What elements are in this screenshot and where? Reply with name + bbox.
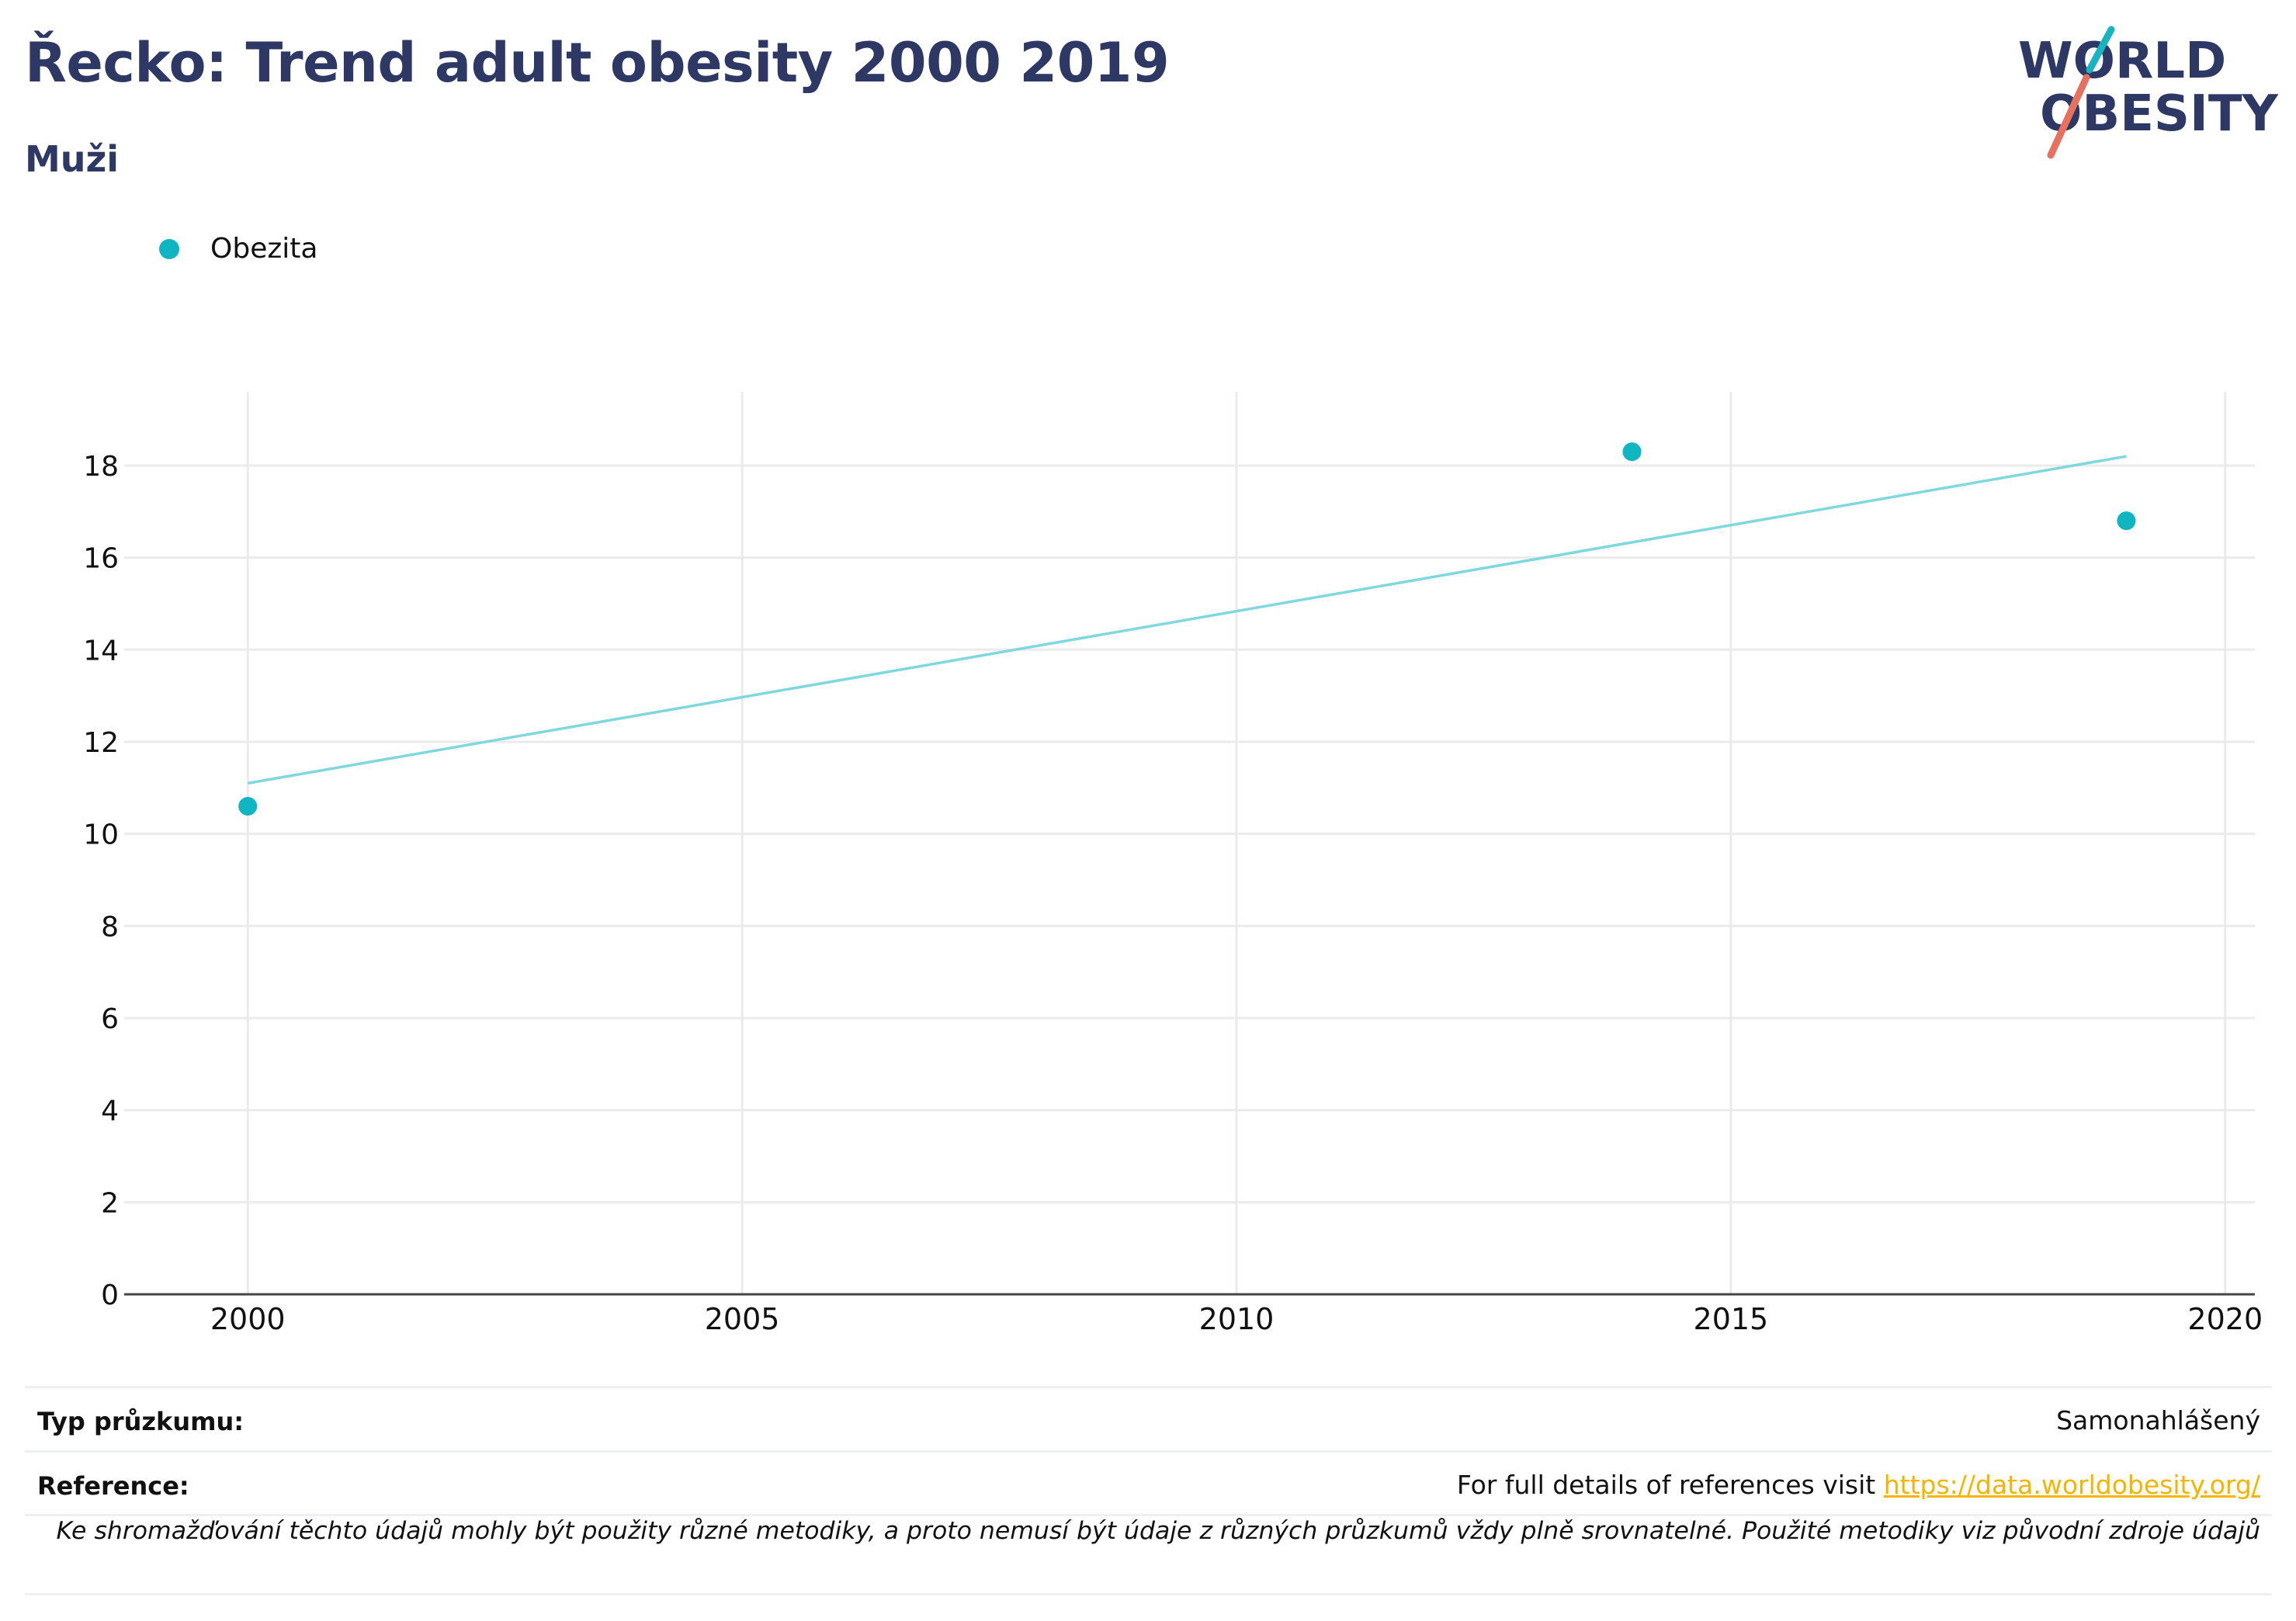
y-tick-label: 4 — [101, 1096, 119, 1127]
x-tick-label: 2010 — [1199, 1302, 1275, 1336]
data-point — [238, 797, 258, 816]
y-tick-label: 16 — [83, 543, 119, 575]
y-tick-label: 0 — [101, 1280, 119, 1311]
logo-slash-teal — [2086, 26, 2115, 74]
footer-divider — [25, 1386, 2272, 1388]
y-tick-label: 6 — [101, 1003, 119, 1035]
survey-type-label: Typ průzkumu: — [37, 1407, 245, 1436]
survey-type-value: Samonahlášený — [2056, 1405, 2260, 1436]
methodology-note: Ke shromažďování těchto údajů mohly být … — [56, 1517, 2260, 1545]
legend-marker-icon — [159, 238, 179, 259]
chart-legend[interactable]: Obezita — [159, 233, 317, 265]
page-subtitle: Muži — [25, 138, 120, 180]
footer-divider — [25, 1593, 2272, 1595]
world-obesity-logo: WORLD OBESITY — [2018, 26, 2278, 159]
trend-line — [247, 455, 2127, 785]
y-tick-label: 8 — [101, 911, 119, 943]
y-tick-label: 12 — [83, 727, 119, 759]
data-point — [2117, 511, 2136, 531]
x-tick-label: 2005 — [705, 1302, 780, 1336]
page-title: Řecko: Trend adult obesity 2000 2019 — [25, 31, 1170, 95]
reference-link[interactable]: https://data.worldobesity.org/ — [1883, 1470, 2260, 1500]
logo-slash-coral — [2047, 74, 2090, 159]
legend-label: Obezita — [210, 233, 318, 265]
y-tick-label: 14 — [83, 635, 119, 667]
footer-divider — [25, 1450, 2272, 1453]
reference-value: For full details of references visit htt… — [1457, 1470, 2260, 1500]
x-tick-label: 2020 — [2187, 1302, 2263, 1336]
y-tick-label: 2 — [101, 1187, 119, 1219]
reference-text: For full details of references visit — [1456, 1470, 1884, 1500]
x-tick-label: 2000 — [210, 1302, 286, 1336]
x-tick-label: 2015 — [1694, 1302, 1769, 1336]
data-point — [1622, 442, 1642, 462]
y-tick-label: 10 — [83, 819, 119, 851]
logo-word-1: WORLD — [2018, 33, 2226, 90]
y-tick-label: 18 — [83, 451, 119, 483]
reference-label: Reference: — [37, 1471, 189, 1501]
footer-divider — [25, 1514, 2272, 1516]
